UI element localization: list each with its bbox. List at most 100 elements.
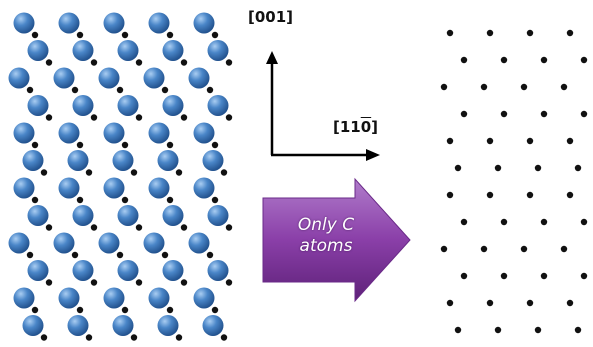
large-atom xyxy=(72,40,94,61)
small-carbon-atom xyxy=(26,86,34,94)
large-atom xyxy=(13,287,35,309)
large-atom xyxy=(143,67,165,89)
small-carbon-atom xyxy=(31,196,39,204)
large-atom xyxy=(98,67,120,89)
small-carbon-atom xyxy=(180,279,188,286)
small-carbon-atom xyxy=(175,169,183,176)
small-carbon-atom xyxy=(121,31,129,39)
large-atom xyxy=(202,150,224,171)
small-carbon-atom xyxy=(121,141,129,149)
carbon-atom xyxy=(446,191,454,199)
large-atom xyxy=(188,67,210,89)
small-carbon-atom xyxy=(135,279,143,286)
full-lattice-panel xyxy=(8,12,233,341)
small-carbon-atom xyxy=(121,306,129,314)
axis-label-11-bar0: [110] xyxy=(333,118,378,136)
large-atom xyxy=(188,232,210,254)
crystal-axes xyxy=(266,51,380,161)
large-atom xyxy=(27,260,49,281)
large-atom xyxy=(72,95,94,116)
small-carbon-atom xyxy=(76,196,84,204)
small-carbon-atom xyxy=(85,169,93,176)
transform-arrow-label-line1: Only C xyxy=(297,215,355,235)
large-atom xyxy=(27,95,49,116)
carbon-atom xyxy=(500,272,508,280)
carbon-atom xyxy=(574,164,582,172)
small-carbon-atom xyxy=(85,334,93,341)
large-atom xyxy=(53,67,75,89)
small-carbon-atom xyxy=(121,196,129,204)
carbon-atom xyxy=(440,83,448,91)
large-atom xyxy=(148,12,170,34)
large-atom xyxy=(162,40,184,61)
small-carbon-atom xyxy=(180,114,188,121)
carbon-atom xyxy=(486,29,494,37)
large-atom xyxy=(193,12,215,34)
large-atom xyxy=(193,122,215,144)
large-atom xyxy=(193,177,215,199)
small-carbon-atom xyxy=(71,251,79,259)
small-carbon-atom xyxy=(135,224,143,231)
large-atom xyxy=(58,122,80,144)
axis-label-110-barred-digit: 0 xyxy=(360,118,372,136)
carbon-atom xyxy=(460,218,468,226)
small-carbon-atom xyxy=(211,141,219,149)
large-atom xyxy=(193,287,215,309)
small-carbon-atom xyxy=(220,169,228,176)
small-carbon-atom xyxy=(130,169,138,176)
large-atom xyxy=(22,150,44,171)
large-atom xyxy=(103,122,125,144)
transform-arrow-label: Only C atoms xyxy=(276,215,376,257)
small-carbon-atom xyxy=(161,251,169,259)
carbon-atom xyxy=(566,29,574,37)
large-atom xyxy=(58,177,80,199)
large-atom xyxy=(27,205,49,226)
axis-label-110-prefix: [11 xyxy=(333,118,361,136)
axis-label-110-suffix: ] xyxy=(371,118,379,136)
carbon-atom xyxy=(566,137,574,145)
small-carbon-atom xyxy=(31,31,39,39)
large-atom xyxy=(148,287,170,309)
small-carbon-atom xyxy=(225,224,233,231)
carbon-atom xyxy=(500,56,508,64)
large-atom xyxy=(72,205,94,226)
large-atom xyxy=(53,232,75,254)
carbon-atom xyxy=(534,164,542,172)
carbon-atom xyxy=(486,299,494,307)
small-carbon-atom xyxy=(180,59,188,66)
carbon-atom xyxy=(454,326,462,334)
small-carbon-atom xyxy=(76,31,84,39)
carbon-atom xyxy=(446,29,454,37)
large-atom xyxy=(13,12,35,34)
large-atom xyxy=(22,315,44,336)
large-atom xyxy=(58,287,80,309)
carbon-atom xyxy=(480,83,488,91)
large-atom xyxy=(148,122,170,144)
carbon-atom xyxy=(486,191,494,199)
large-atom xyxy=(13,122,35,144)
small-carbon-atom xyxy=(211,31,219,39)
large-atom xyxy=(207,205,229,226)
small-carbon-atom xyxy=(225,114,233,121)
carbon-only-lattice-panel xyxy=(440,29,588,334)
small-carbon-atom xyxy=(166,141,174,149)
carbon-atom xyxy=(486,137,494,145)
carbon-atom xyxy=(454,164,462,172)
small-carbon-atom xyxy=(90,114,98,121)
carbon-atom xyxy=(580,218,588,226)
large-atom xyxy=(98,232,120,254)
axis-label-001: [001] xyxy=(248,8,294,26)
large-atom xyxy=(157,150,179,171)
small-carbon-atom xyxy=(135,59,143,66)
small-carbon-atom xyxy=(45,114,53,121)
carbon-atom xyxy=(446,299,454,307)
large-atom xyxy=(58,12,80,34)
small-carbon-atom xyxy=(211,306,219,314)
transform-arrow-label-line2: atoms xyxy=(299,236,353,256)
carbon-atom xyxy=(560,83,568,91)
small-carbon-atom xyxy=(116,251,124,259)
large-atom xyxy=(117,95,139,116)
axis-vertical-arrowhead xyxy=(266,51,278,64)
transform-arrow xyxy=(262,177,411,303)
